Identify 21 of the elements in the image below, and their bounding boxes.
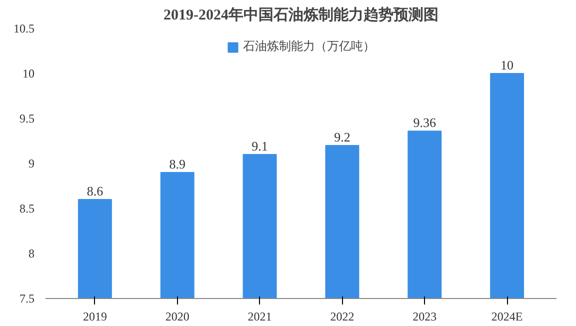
x-tick-label: 2022 xyxy=(330,310,354,324)
data-label: 8.9 xyxy=(169,156,186,172)
y-tick-label: 10 xyxy=(22,66,34,80)
data-label: 8.6 xyxy=(86,184,104,198)
y-tick-label: 9 xyxy=(28,156,34,170)
x-tick-label: 2024E xyxy=(491,310,523,324)
y-tick-label: 8 xyxy=(28,246,34,260)
data-label: 9.36 xyxy=(413,115,437,130)
chart-title: 2019-2024年中国石油炼制能力趋势预测图 xyxy=(164,6,438,24)
y-tick-label: 9.5 xyxy=(20,112,34,126)
data-label: 10 xyxy=(500,58,514,72)
data-label: 9.1 xyxy=(252,138,268,154)
x-tick-label: 2023 xyxy=(412,310,437,324)
x-tick-label: 2019 xyxy=(82,310,107,324)
y-tick-label: 10.5 xyxy=(14,22,34,36)
x-tick-label: 2021 xyxy=(248,310,272,324)
data-label: 9.2 xyxy=(334,130,350,144)
legend-label: 石油炼制能力（万亿吨） xyxy=(243,38,375,55)
x-tick-label: 2020 xyxy=(165,310,190,324)
y-tick-label: 7.5 xyxy=(20,292,34,306)
y-tick-label: 8.5 xyxy=(20,202,34,216)
